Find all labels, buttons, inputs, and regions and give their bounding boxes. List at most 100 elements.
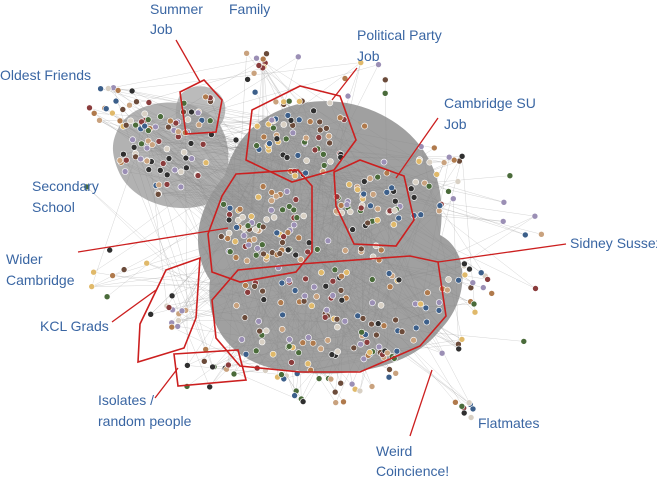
network-edge [277, 254, 373, 280]
person-node [320, 151, 327, 158]
person-node [283, 154, 291, 161]
person-node [206, 383, 213, 391]
person-node [422, 304, 430, 312]
person-node [328, 351, 336, 358]
person-node [458, 153, 466, 160]
network-edge [386, 172, 536, 289]
network-edge [337, 249, 382, 352]
person-node [255, 193, 262, 201]
network-edge [91, 119, 149, 287]
network-edge [173, 130, 267, 257]
network-edge [158, 184, 264, 187]
person-node [137, 155, 144, 163]
person-node [177, 183, 185, 191]
person-node [300, 212, 308, 220]
person-node [259, 223, 267, 231]
network-edge [332, 197, 415, 282]
network-edge [112, 275, 246, 286]
network-edge [310, 119, 345, 371]
person-node [410, 336, 417, 344]
network-edge [295, 199, 380, 261]
network-edge [289, 171, 324, 250]
person-node [395, 276, 403, 284]
network-edge [438, 265, 465, 311]
network-edge [246, 53, 363, 199]
person-node [220, 201, 227, 208]
person-node [302, 275, 309, 283]
person-node [380, 158, 388, 166]
person-node [130, 144, 138, 151]
person-node [232, 254, 240, 261]
person-node [359, 315, 367, 322]
network-edge [168, 307, 524, 342]
network-edge [113, 87, 414, 341]
network-edge [377, 176, 526, 236]
person-node [278, 371, 285, 378]
person-node [245, 241, 252, 249]
person-node [305, 334, 312, 341]
person-node [167, 117, 174, 125]
person-node [284, 112, 292, 119]
network-edge [373, 194, 427, 308]
network-edge [302, 100, 449, 192]
person-node [279, 311, 286, 319]
person-node [280, 121, 288, 128]
person-node [268, 189, 276, 196]
person-node [313, 293, 320, 300]
person-node [238, 336, 246, 343]
person-node [269, 350, 277, 358]
person-node [296, 98, 303, 105]
network-edge [302, 101, 347, 273]
person-node [109, 272, 116, 279]
person-node [280, 98, 288, 106]
person-node [244, 76, 251, 83]
person-node [262, 327, 270, 335]
person-node [157, 113, 164, 120]
person-node [354, 312, 362, 320]
network-edge [108, 58, 264, 89]
person-node [375, 343, 383, 351]
cambridge-su-pointer [395, 117, 439, 179]
person-node [157, 167, 164, 174]
person-node [392, 369, 400, 377]
person-node [143, 259, 150, 267]
person-node [374, 320, 382, 327]
wider-cambridge-label-line1: Wider [6, 251, 43, 267]
person-node [380, 322, 388, 330]
person-node [363, 338, 371, 346]
person-node [272, 192, 280, 200]
network-edge [118, 62, 361, 91]
person-node [268, 197, 275, 204]
network-edge [205, 334, 366, 350]
network-edge [286, 121, 320, 376]
cambridge-su-boundary [333, 159, 415, 247]
person-node [127, 117, 134, 125]
network-edge [198, 124, 536, 289]
person-node [461, 260, 468, 268]
network-edge [211, 134, 391, 287]
network-edge [225, 368, 304, 402]
person-node [366, 175, 374, 182]
person-node [334, 323, 341, 331]
person-node [331, 266, 339, 274]
person-node [283, 188, 291, 195]
person-node [461, 271, 469, 279]
person-node [425, 182, 433, 190]
network-edge [317, 148, 476, 313]
person-node [304, 248, 312, 256]
wider-cambridge-label-line2: Cambridge [6, 272, 75, 288]
person-node [421, 179, 428, 187]
person-node [182, 154, 190, 162]
network-edge [123, 154, 310, 243]
person-node [334, 348, 342, 356]
network-edge [187, 119, 243, 218]
network-edge [171, 326, 258, 369]
person-node [531, 212, 539, 220]
person-node [145, 137, 152, 145]
person-node [239, 213, 246, 221]
network-edge [297, 216, 536, 374]
network-edge [282, 209, 291, 231]
network-edge [266, 256, 470, 403]
summer-job-label-line1: Summer [150, 1, 203, 17]
network-edge [235, 209, 397, 242]
